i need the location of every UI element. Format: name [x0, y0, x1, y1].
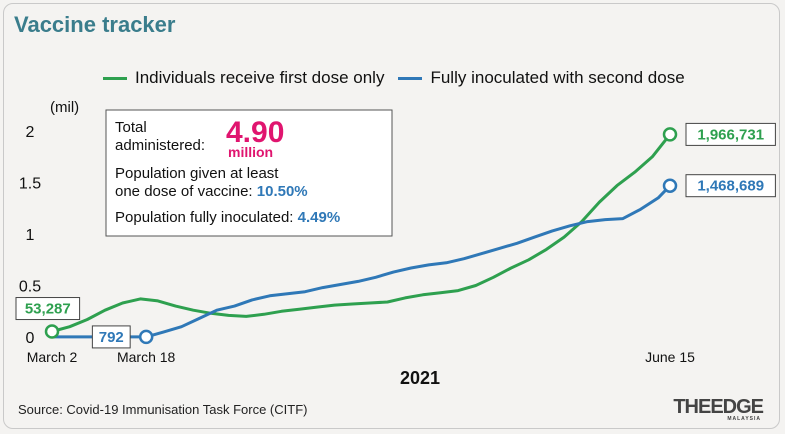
source-note: Source: Covid-19 Immunisation Task Force…	[18, 402, 308, 417]
data-label-box	[91, 325, 131, 349]
total-label-line-1: Total	[115, 119, 147, 136]
one-dose-label-line-2: one dose of vaccine: 10.50%	[115, 183, 308, 200]
series-line-0	[50, 132, 672, 333]
one-dose-label-line-1: Population given at least	[115, 165, 279, 182]
legend-item-fully-inoculated: Fully inoculated with second dose	[398, 68, 685, 88]
total-value: 4.90	[226, 116, 284, 149]
data-point-marker	[662, 127, 678, 142]
x-tick-label: March 18	[117, 349, 176, 365]
data-point-marker	[138, 329, 154, 345]
info-box	[105, 109, 393, 237]
x-tick-label: June 15	[645, 349, 695, 365]
y-tick-label: 0	[26, 330, 35, 347]
publisher-logo: THEEDGE MALAYSIA	[673, 396, 764, 422]
chart-title: Vaccine tracker	[14, 12, 176, 37]
data-point-marker	[44, 324, 60, 339]
y-tick-label: 1	[26, 227, 35, 244]
legend-label-first-dose: Individuals receive first dose only	[135, 68, 385, 87]
legend-swatch-fully-inoculated	[398, 76, 423, 80]
y-tick-label: 2	[26, 124, 35, 141]
one-dose-value: 10.50%	[257, 183, 308, 200]
y-axis-unit-label: (mil)	[50, 99, 79, 116]
data-label: 53,287	[25, 301, 71, 318]
fully-label: Population fully inoculated: 4.49%	[115, 209, 340, 226]
y-tick-label: 1.5	[19, 176, 41, 193]
y-tick-label: 0.5	[19, 279, 41, 296]
data-label: 792	[99, 329, 124, 346]
x-axis-label: 2021	[400, 368, 440, 388]
data-label: 1,966,731	[697, 126, 764, 143]
data-label: 1,468,689	[697, 178, 764, 195]
data-label-box	[685, 174, 776, 198]
series-line-1	[50, 184, 672, 339]
data-label-box	[15, 297, 81, 321]
logo-text: THEEDGE	[673, 396, 764, 418]
logo-subtext: MALAYSIA	[727, 416, 761, 422]
data-point-marker	[662, 178, 678, 193]
legend-swatch-first-dose	[103, 76, 127, 80]
total-label-line-2: administered:	[115, 137, 205, 154]
fully-value: 4.49%	[298, 209, 341, 226]
legend-label-fully-inoculated: Fully inoculated with second dose	[430, 68, 685, 87]
x-tick-label: March 2	[27, 349, 78, 365]
chart-frame	[3, 3, 780, 429]
total-unit: million	[228, 144, 273, 160]
legend: Individuals receive first dose only Full…	[103, 68, 699, 88]
data-label-box	[685, 122, 776, 146]
legend-item-first-dose: Individuals receive first dose only	[103, 68, 384, 88]
